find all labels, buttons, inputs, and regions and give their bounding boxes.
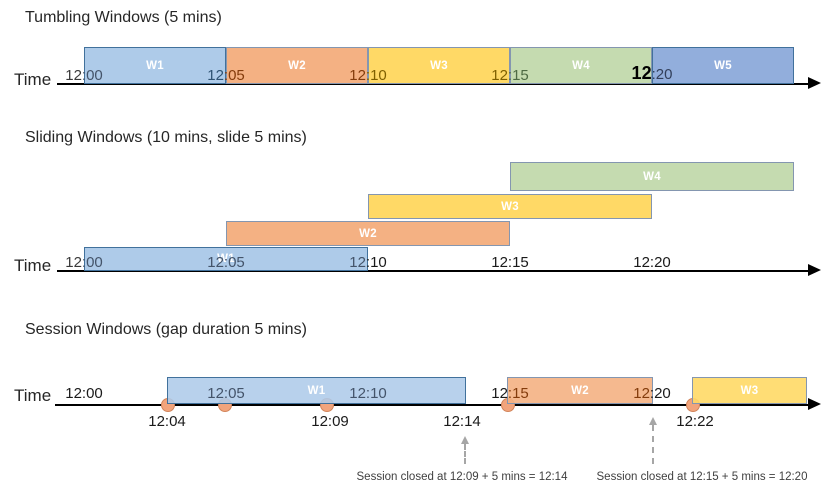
tick-label-part: :05 bbox=[223, 67, 245, 84]
session-window-w2: W2 bbox=[507, 377, 653, 404]
tick-label-part: :10 bbox=[365, 67, 387, 84]
session-close-arrow-line bbox=[464, 444, 466, 464]
tick-label-part: 12 bbox=[631, 63, 652, 83]
tick-label: 12:20 bbox=[633, 254, 671, 271]
tumbling-windows-title: Tumbling Windows (5 mins) bbox=[25, 9, 222, 26]
tick-label: 12:15 bbox=[491, 254, 529, 271]
tick-label: 12:00 bbox=[65, 385, 103, 402]
tick-label: 12:10 bbox=[349, 385, 387, 402]
tumbling-time-axis-line bbox=[57, 83, 808, 85]
tick-label: 12:10 bbox=[349, 254, 387, 271]
session-close-arrow-icon bbox=[461, 436, 469, 444]
tick-label-part: :05 bbox=[223, 385, 245, 402]
sliding-window-w1: W1 bbox=[84, 247, 368, 271]
tick-label: 12:05 bbox=[207, 67, 245, 84]
tick-label-part: :10 bbox=[365, 254, 387, 271]
sliding-time-axis-line bbox=[57, 270, 808, 272]
session-window-w1: W1 bbox=[167, 377, 466, 404]
tick-label: 12:00 bbox=[65, 254, 103, 271]
session-time-axis-label: Time bbox=[14, 386, 52, 405]
tick-label-part: :10 bbox=[365, 385, 387, 402]
sliding-window-w3: W3 bbox=[368, 194, 652, 219]
sliding-window-w2: W2 bbox=[226, 221, 510, 246]
tick-label-part: 12 bbox=[491, 254, 508, 271]
window-label: W1 bbox=[146, 59, 164, 72]
session-close-arrow-line bbox=[652, 425, 654, 464]
window-label: W1 bbox=[307, 384, 326, 397]
tick-label-part: :15 bbox=[507, 385, 529, 402]
window-label: W2 bbox=[571, 384, 589, 397]
window-label: W3 bbox=[430, 59, 448, 72]
tick-label: 12:10 bbox=[349, 67, 387, 84]
tick-label: 12:20 bbox=[632, 63, 673, 84]
tumbling-window-w1: W1 bbox=[84, 47, 226, 84]
tick-label-part: 12 bbox=[633, 254, 650, 271]
tick-label-part: 12 bbox=[491, 385, 508, 402]
window-label: W5 bbox=[714, 59, 732, 72]
tick-label-part: 12 bbox=[207, 385, 224, 402]
window-label: W1 bbox=[217, 253, 235, 265]
tick-label-part: 12 bbox=[349, 385, 366, 402]
window-label: W3 bbox=[740, 384, 759, 397]
tick-label-part: :20 bbox=[651, 66, 673, 83]
session-window-w3: W3 bbox=[692, 377, 807, 404]
window-label: W4 bbox=[572, 59, 590, 72]
tumbling-time-axis-label: Time bbox=[14, 70, 52, 89]
tick-label: 12:20 bbox=[633, 385, 671, 402]
tick-label-part: :00 bbox=[81, 254, 103, 271]
session-close-arrow-icon bbox=[649, 417, 657, 425]
window-label: W4 bbox=[643, 170, 661, 183]
tick-label-part: 12 bbox=[65, 385, 82, 402]
session-windows-title: Session Windows (gap duration 5 mins) bbox=[25, 321, 307, 338]
tick-label: 12:00 bbox=[65, 67, 103, 84]
tick-label-part: :20 bbox=[649, 385, 671, 402]
tick-label: 12:05 bbox=[207, 254, 245, 271]
tick-label-part: 12 bbox=[349, 67, 366, 84]
tick-label-part: :15 bbox=[507, 254, 529, 271]
tumbling-window-w3: W3 bbox=[368, 47, 510, 84]
sliding-time-axis-arrow-icon bbox=[808, 264, 821, 276]
tick-label-part: :00 bbox=[81, 385, 103, 402]
session-close-annotation: Session closed at 12:09 + 5 mins = 12:14 bbox=[356, 471, 568, 483]
sliding-time-axis-label: Time bbox=[14, 256, 52, 275]
tick-label: 12:05 bbox=[207, 385, 245, 402]
tumbling-window-w5: W5 bbox=[652, 47, 794, 84]
tumbling-window-w2: W2 bbox=[226, 47, 368, 84]
session-close-annotation: Session closed at 12:15 + 5 mins = 12:20 bbox=[596, 471, 808, 483]
tick-label-part: :00 bbox=[81, 67, 103, 84]
sliding-window-w4: W4 bbox=[510, 162, 794, 191]
tick-label-part: 12 bbox=[65, 67, 82, 84]
event-time-label: 12:09 bbox=[311, 413, 349, 430]
tick-label-part: 12 bbox=[65, 254, 82, 271]
session-time-axis-arrow-icon bbox=[808, 398, 821, 410]
window-label: W2 bbox=[359, 227, 377, 240]
event-time-label: 12:04 bbox=[148, 413, 186, 430]
tick-label: 12:15 bbox=[491, 67, 529, 84]
sliding-windows-title: Sliding Windows (10 mins, slide 5 mins) bbox=[25, 129, 307, 146]
tick-label-part: 12 bbox=[207, 254, 224, 271]
tick-label: 12:15 bbox=[491, 385, 529, 402]
tumbling-time-axis-arrow-icon bbox=[808, 77, 821, 89]
tick-label-part: :15 bbox=[507, 67, 529, 84]
tick-label-part: 12 bbox=[349, 254, 366, 271]
tick-label-part: :20 bbox=[649, 254, 671, 271]
window-label: W2 bbox=[288, 59, 306, 72]
tick-label-part: :05 bbox=[223, 254, 245, 271]
session-time-axis-line bbox=[55, 404, 808, 406]
tumbling-window-w4: W4 bbox=[510, 47, 652, 84]
tick-label-part: 12 bbox=[491, 67, 508, 84]
event-time-label: 12:14 bbox=[443, 413, 481, 430]
tick-label-part: 12 bbox=[633, 385, 650, 402]
tick-label-part: 12 bbox=[207, 67, 224, 84]
event-time-label: 12:22 bbox=[676, 413, 714, 430]
window-label: W3 bbox=[501, 200, 519, 213]
